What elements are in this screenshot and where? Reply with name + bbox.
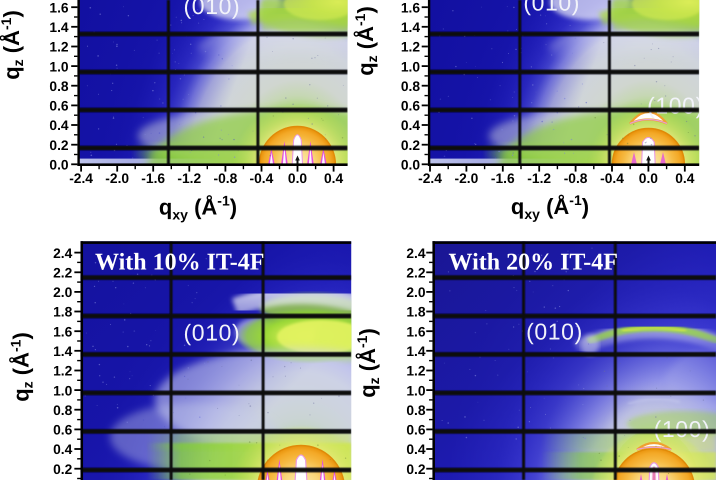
svg-text:-1.2: -1.2 [177, 171, 201, 186]
svg-text:1.4: 1.4 [49, 20, 69, 35]
svg-text:2.2: 2.2 [406, 266, 426, 281]
svg-text:With 10% IT-4F: With 10% IT-4F [95, 250, 264, 276]
svg-text:-2.4: -2.4 [418, 171, 442, 186]
svg-text:With 20% IT-4F: With 20% IT-4F [449, 250, 618, 276]
svg-text:1.8: 1.8 [406, 305, 426, 320]
svg-text:0.2: 0.2 [401, 138, 421, 153]
svg-text:1.0: 1.0 [53, 383, 73, 398]
svg-text:0.4: 0.4 [53, 442, 73, 457]
svg-text:1.0: 1.0 [49, 59, 69, 74]
svg-text:1.6: 1.6 [49, 0, 69, 15]
svg-text:0.6: 0.6 [49, 99, 69, 114]
svg-text:qz (Å-1): qz (Å-1) [0, 10, 26, 80]
svg-text:-2.0: -2.0 [455, 171, 479, 186]
svg-text:2.4: 2.4 [406, 246, 426, 261]
svg-text:1.0: 1.0 [401, 59, 421, 74]
svg-text:(100): (100) [647, 93, 704, 119]
svg-text:0.8: 0.8 [406, 403, 426, 418]
svg-text:-0.8: -0.8 [564, 171, 588, 186]
svg-text:-1.6: -1.6 [141, 171, 165, 186]
svg-text:0.4: 0.4 [324, 171, 344, 186]
svg-text:1.4: 1.4 [53, 344, 73, 359]
svg-text:1.4: 1.4 [401, 20, 421, 35]
svg-text:1.8: 1.8 [53, 305, 73, 320]
svg-text:0.2: 0.2 [53, 462, 73, 477]
svg-text:0.8: 0.8 [53, 403, 73, 418]
svg-text:-1.6: -1.6 [491, 171, 515, 186]
svg-text:1.6: 1.6 [406, 324, 426, 339]
svg-text:-2.0: -2.0 [105, 171, 129, 186]
svg-text:0.6: 0.6 [401, 99, 421, 114]
svg-text:0.4: 0.4 [49, 118, 69, 133]
svg-text:0.0: 0.0 [401, 158, 421, 173]
svg-text:0.8: 0.8 [401, 79, 421, 94]
svg-text:qz (Å-1): qz (Å-1) [7, 332, 35, 402]
svg-text:1.2: 1.2 [406, 364, 426, 379]
svg-text:0.0: 0.0 [288, 171, 308, 186]
svg-text:qz (Å-1): qz (Å-1) [354, 328, 382, 398]
svg-text:1.6: 1.6 [401, 0, 421, 15]
svg-text:(010): (010) [526, 319, 583, 345]
svg-text:-0.8: -0.8 [214, 171, 238, 186]
svg-text:(010): (010) [523, 0, 580, 16]
svg-text:0.0: 0.0 [49, 158, 69, 173]
svg-text:0.4: 0.4 [675, 171, 695, 186]
svg-text:0.2: 0.2 [49, 138, 69, 153]
svg-text:1.2: 1.2 [401, 40, 421, 55]
svg-text:(010): (010) [184, 320, 241, 346]
svg-text:(100): (100) [654, 416, 711, 442]
svg-text:1.2: 1.2 [49, 40, 69, 55]
svg-text:0.2: 0.2 [406, 462, 426, 477]
svg-text:1.0: 1.0 [406, 383, 426, 398]
svg-text:-2.4: -2.4 [69, 171, 93, 186]
svg-text:1.2: 1.2 [53, 364, 73, 379]
svg-text:2.0: 2.0 [406, 285, 426, 300]
svg-text:(010): (010) [184, 0, 241, 19]
svg-text:2.2: 2.2 [53, 266, 73, 281]
svg-text:1.4: 1.4 [406, 344, 426, 359]
svg-text:0.4: 0.4 [401, 118, 421, 133]
svg-text:qxy (Å-1): qxy (Å-1) [159, 193, 237, 223]
svg-text:0.0: 0.0 [639, 171, 659, 186]
svg-text:0.6: 0.6 [53, 423, 73, 438]
svg-text:-1.2: -1.2 [527, 171, 551, 186]
svg-text:0.4: 0.4 [406, 442, 426, 457]
svg-text:-0.4: -0.4 [600, 171, 624, 186]
svg-text:0.8: 0.8 [49, 79, 69, 94]
svg-text:1.6: 1.6 [53, 324, 73, 339]
svg-text:0.6: 0.6 [406, 423, 426, 438]
svg-text:2.0: 2.0 [53, 285, 73, 300]
svg-text:2.4: 2.4 [53, 246, 73, 261]
svg-text:-0.4: -0.4 [250, 171, 274, 186]
